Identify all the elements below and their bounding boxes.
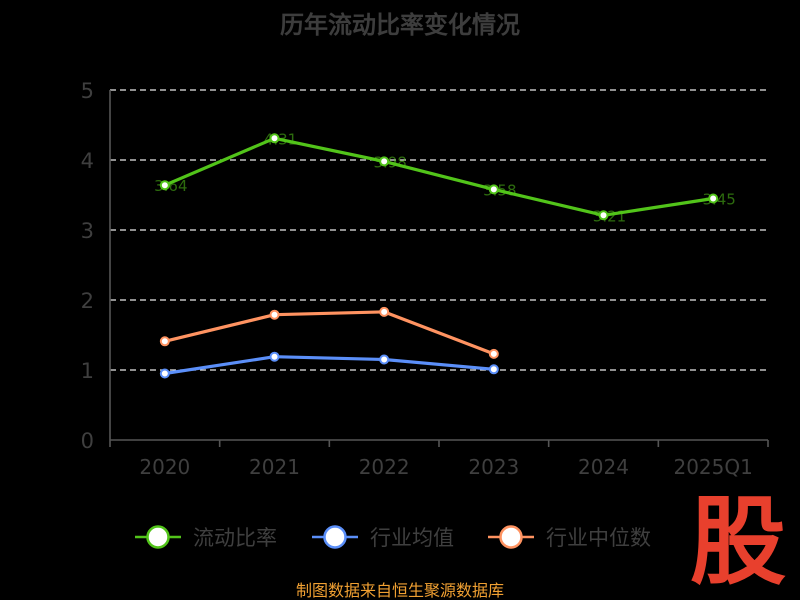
data-point <box>708 193 719 204</box>
y-tick-label: 3 <box>81 219 94 243</box>
data-point <box>379 354 390 365</box>
legend-marker-icon <box>499 525 523 549</box>
data-point <box>159 336 170 347</box>
legend-item[interactable]: 流动比率 <box>135 525 277 550</box>
data-label: 3.45 <box>702 191 735 209</box>
series-line <box>163 310 496 356</box>
axes: 0 1 2 3 4 5 2020 2021 2022 2023 2024 2025Q1 <box>81 79 769 479</box>
legend-label: 行业中位数 <box>546 526 651 550</box>
chart-title: 历年流动比率变化情况 <box>280 11 520 39</box>
data-label: 4.31 <box>264 130 297 148</box>
legend-label: 流动比率 <box>193 526 277 550</box>
data-point <box>269 309 280 320</box>
legend-item[interactable]: 行业中位数 <box>488 525 651 550</box>
data-point <box>379 156 390 167</box>
x-tick-label: 2020 <box>139 455 190 479</box>
y-tick-label: 1 <box>81 359 94 383</box>
data-point <box>159 368 170 379</box>
grid <box>110 89 768 371</box>
source-text: 制图数据来自恒生聚源数据库 <box>296 581 504 600</box>
data-point <box>488 348 499 359</box>
y-tick-label: 2 <box>81 289 94 313</box>
data-label: 3.98 <box>373 153 406 171</box>
data-point <box>379 306 390 317</box>
data-point <box>488 364 499 375</box>
data-point <box>488 184 499 195</box>
data-label: 3.58 <box>483 181 516 199</box>
x-tick-label: 2023 <box>468 455 519 479</box>
data-label: 3.64 <box>154 177 187 195</box>
series-layer: 3.64 4.31 3.98 3.58 3.21 3.45 <box>154 130 736 379</box>
x-tick-label: 2021 <box>249 455 300 479</box>
legend-marker-icon <box>323 525 347 549</box>
series-line <box>163 355 496 376</box>
y-tick-label: 4 <box>81 149 94 173</box>
data-point <box>598 210 609 221</box>
data-point <box>159 180 170 191</box>
legend-label: 行业均值 <box>370 526 454 550</box>
x-tick-label: 2024 <box>578 455 629 479</box>
x-tick-label: 2022 <box>359 455 410 479</box>
legend-marker-icon <box>146 525 170 549</box>
series-line <box>163 136 715 217</box>
data-point <box>269 351 280 362</box>
data-label: 3.21 <box>593 207 626 225</box>
legend-item[interactable]: 行业均值 <box>312 525 454 550</box>
x-tick-label: 2025Q1 <box>673 455 752 479</box>
data-point <box>269 133 280 144</box>
watermark-logo: 股 <box>690 486 786 598</box>
y-tick-label: 0 <box>81 429 94 453</box>
legend: 流动比率 行业均值 行业中位数 <box>135 525 651 550</box>
y-tick-label: 5 <box>81 79 94 103</box>
